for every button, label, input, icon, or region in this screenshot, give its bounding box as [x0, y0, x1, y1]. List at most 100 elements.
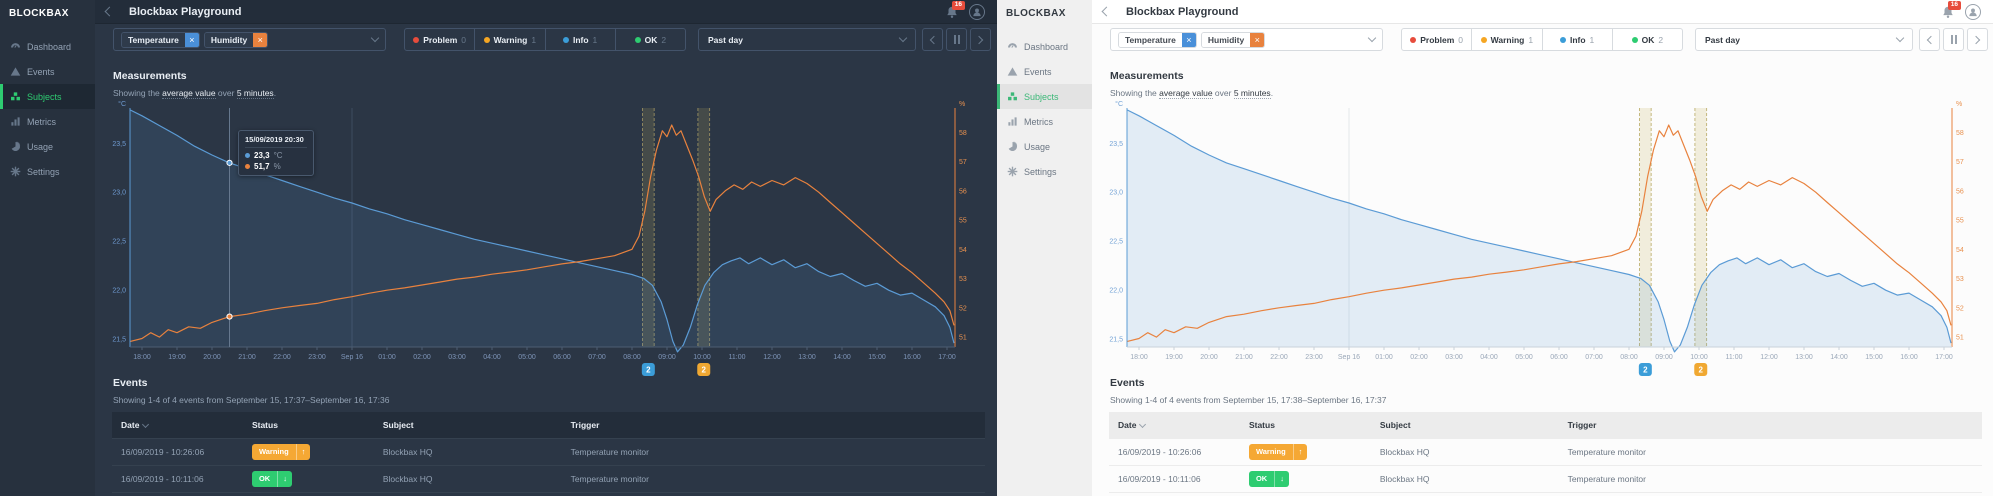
event-date: 16/09/2019 - 10:11:06	[121, 474, 204, 484]
column-header-date[interactable]: Date	[1109, 420, 1240, 430]
notifications-bell-icon[interactable]: 16	[945, 1, 965, 19]
back-chevron-icon[interactable]	[1101, 6, 1112, 17]
problem-dot-icon	[1410, 36, 1417, 43]
x-tick-label: 16:00	[903, 354, 921, 361]
x-tick-label: 05:00	[518, 354, 536, 361]
column-header-status[interactable]: Status	[251, 420, 278, 430]
subtext: .	[1270, 88, 1274, 98]
sidebar-item-dashboard[interactable]: Dashboard	[0, 34, 95, 59]
measurements-chart[interactable]: °C 23,5 23,0 22,5 22,0 21,5% 58 57 56 55 54 53 52 51 1…	[1105, 98, 1973, 386]
event-count-text: 2	[1643, 366, 1648, 375]
range-prev-button[interactable]	[922, 28, 943, 51]
chip-remove-icon[interactable]: ×	[184, 32, 199, 47]
metric-multiselect[interactable]: Temperature × Humidity ×	[113, 28, 386, 51]
time-range-select[interactable]: Past day	[698, 28, 916, 51]
sidebar-item-metrics[interactable]: Metrics	[0, 109, 95, 134]
sidebar-item-subjects[interactable]: Subjects	[997, 84, 1092, 109]
x-tick-label: 22:00	[1270, 354, 1288, 361]
sort-chevron-icon	[1139, 420, 1147, 428]
hover-point-marker	[226, 159, 233, 166]
interval-dropdown-link[interactable]: 5 minutes	[236, 88, 274, 99]
chevron-left-icon	[929, 35, 939, 44]
status-label: OK	[1641, 34, 1655, 45]
column-header-subject[interactable]: Subject	[382, 420, 414, 430]
time-range-select[interactable]: Past day	[1695, 28, 1913, 51]
range-prev-button[interactable]	[1919, 28, 1940, 51]
gear-icon	[1007, 166, 1018, 177]
status-filter-problem[interactable]: Problem 0	[1402, 29, 1473, 50]
event-row[interactable]: 16/09/2019 - 10:26:06 Warning ↑ Blockbax …	[112, 438, 985, 465]
user-avatar[interactable]	[969, 4, 985, 20]
measurements-chart[interactable]: °C 23,5 23,0 22,5 22,0 21,5% 58 57 56 55 54 53 52 51 1…	[108, 98, 976, 386]
column-header-trigger[interactable]: Trigger	[570, 420, 600, 430]
sidebar-item-dashboard[interactable]: Dashboard	[997, 34, 1092, 59]
event-count-marker[interactable]	[697, 363, 711, 376]
column-header-date[interactable]: Date	[112, 420, 243, 430]
x-tick-label: 18:00	[133, 354, 151, 361]
sidebar-item-settings[interactable]: Settings	[997, 159, 1092, 184]
event-row[interactable]: 16/09/2019 - 10:11:06 OK ↓ Blockbax HQ Te…	[1109, 465, 1982, 492]
warning-dot-icon	[483, 36, 490, 43]
sidebar-item-metrics[interactable]: Metrics	[997, 109, 1092, 134]
event-count-text: 2	[702, 366, 707, 375]
sidebar-item-label: Usage	[1024, 141, 1051, 152]
notifications-bell-icon[interactable]: 16	[1941, 1, 1961, 19]
x-tick-label: 23:00	[1305, 354, 1323, 361]
column-header-trigger[interactable]: Trigger	[1567, 420, 1597, 430]
status-filter-info[interactable]: Info 1	[1543, 29, 1613, 50]
measurements-subtext: Showing the average value over 5 minutes…	[1110, 88, 1274, 99]
aggregation-dropdown-link[interactable]: average value	[162, 88, 216, 99]
gear-icon	[10, 166, 21, 177]
x-tick-label: 11:00	[1725, 354, 1742, 361]
sidebar-item-events[interactable]: Events	[997, 59, 1092, 84]
status-filter-warning[interactable]: Warning 1	[475, 29, 546, 50]
event-count-marker[interactable]	[1694, 363, 1708, 376]
notification-count-badge: 16	[951, 1, 965, 10]
event-subject: Blockbax HQ	[382, 447, 433, 457]
range-next-button[interactable]	[1967, 28, 1988, 51]
event-count-marker[interactable]	[641, 363, 655, 376]
sidebar-item-subjects[interactable]: Subjects	[0, 84, 95, 109]
y-tick-label: 23,0	[112, 190, 126, 197]
range-pause-button[interactable]	[946, 28, 967, 51]
column-header-status[interactable]: Status	[1248, 420, 1275, 430]
y-tick-label: 56	[959, 188, 967, 195]
event-count-marker[interactable]	[1638, 363, 1652, 376]
chip-remove-icon[interactable]: ×	[1181, 32, 1196, 47]
person-icon	[1969, 8, 1977, 17]
sidebar-item-label: Subjects	[27, 91, 62, 102]
range-pause-button[interactable]	[1943, 28, 1964, 51]
x-tick-label: 18:00	[1130, 354, 1148, 361]
pause-icon	[953, 35, 960, 44]
status-filter-warning[interactable]: Warning 1	[1472, 29, 1543, 50]
sidebar-item-settings[interactable]: Settings	[0, 159, 95, 184]
sidebar-item-label: Settings	[1024, 166, 1057, 177]
aggregation-dropdown-link[interactable]: average value	[1159, 88, 1213, 99]
event-row[interactable]: 16/09/2019 - 10:26:06 Warning ↑ Blockbax …	[1109, 438, 1982, 465]
column-header-subject[interactable]: Subject	[1379, 420, 1411, 430]
sidebar-item-usage[interactable]: Usage	[0, 134, 95, 159]
chip-remove-icon[interactable]: ×	[1250, 32, 1265, 47]
status-filter-ok[interactable]: OK 2	[616, 29, 685, 50]
humidity-dot-icon	[245, 164, 250, 169]
status-filter-ok[interactable]: OK 2	[1613, 29, 1682, 50]
user-avatar[interactable]	[1965, 4, 1981, 20]
y-tick-label: 23,5	[1109, 141, 1123, 148]
range-next-button[interactable]	[970, 28, 991, 51]
sidebar-item-label: Events	[27, 66, 55, 77]
status-filter-problem[interactable]: Problem 0	[405, 29, 476, 50]
interval-dropdown-link[interactable]: 5 minutes	[1233, 88, 1271, 99]
sidebar-item-usage[interactable]: Usage	[997, 134, 1092, 159]
status-filter-group: Problem 0 Warning 1 Info 1 OK 2	[1401, 28, 1683, 51]
chip-remove-icon[interactable]: ×	[253, 32, 268, 47]
status-label: Warning	[493, 34, 528, 45]
back-chevron-icon[interactable]	[104, 6, 115, 17]
x-tick-label: 20:00	[203, 354, 221, 361]
x-tick-label: 03:00	[448, 354, 466, 361]
person-icon	[973, 8, 981, 17]
sidebar-item-events[interactable]: Events	[0, 59, 95, 84]
metric-multiselect[interactable]: Temperature × Humidity ×	[1110, 28, 1383, 51]
status-filter-info[interactable]: Info 1	[546, 29, 616, 50]
event-row[interactable]: 16/09/2019 - 10:11:06 OK ↓ Blockbax HQ Te…	[112, 465, 985, 492]
